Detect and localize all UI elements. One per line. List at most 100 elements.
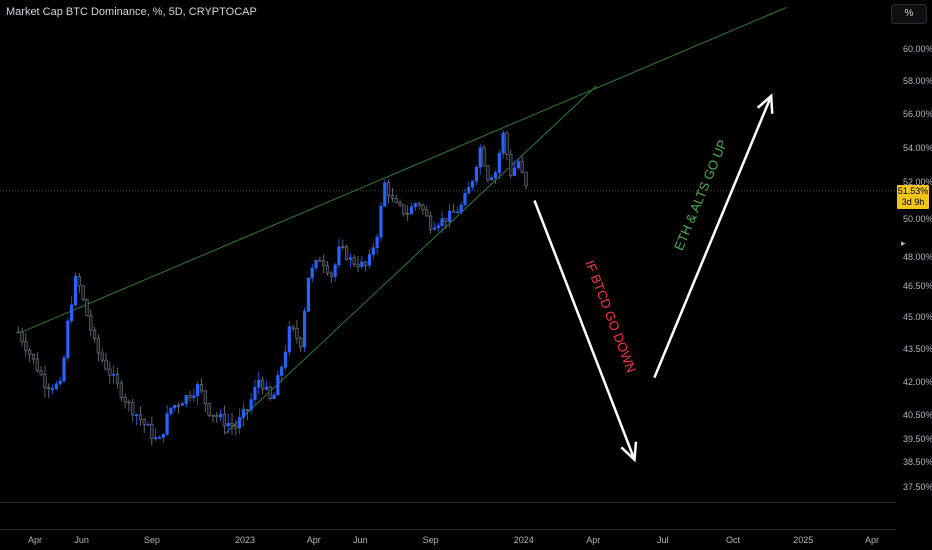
candle-body: [329, 272, 333, 277]
candle-body: [299, 337, 303, 348]
candle-body: [154, 437, 158, 439]
candle-body: [375, 236, 379, 249]
candle-body: [406, 213, 410, 215]
x-tick-label: Jun: [353, 535, 368, 545]
annotation-btcd-down: IF BTCD GO DOWN: [582, 258, 639, 375]
candle-body: [409, 206, 414, 215]
candle-body: [165, 413, 169, 435]
candle-body: [119, 382, 123, 398]
x-tick-label: 2025: [793, 535, 813, 545]
scroll-marker-icon: ▸: [901, 238, 906, 248]
candle-body: [96, 338, 100, 354]
last-price-tag: 51.53% 3d 9h: [897, 185, 929, 209]
candle-body: [199, 384, 204, 392]
candle-body: [428, 215, 433, 230]
candle-body: [100, 352, 104, 361]
candle-body: [333, 264, 337, 277]
candle-body: [467, 186, 471, 194]
candle-body: [440, 218, 444, 226]
candle-body: [413, 203, 417, 208]
candle-body: [134, 414, 139, 417]
candle-body: [104, 359, 108, 370]
y-tick-label: 60.00%: [903, 44, 932, 54]
candle-body: [123, 397, 127, 403]
candle-body: [444, 218, 448, 222]
candle-body: [161, 434, 165, 438]
candle-body: [455, 211, 459, 214]
candle-body: [352, 257, 356, 265]
y-tick-label: 56.00%: [903, 109, 932, 119]
candle-body: [474, 166, 479, 182]
down-arrow-shaft: [533, 200, 636, 461]
candle-body: [35, 358, 39, 372]
candle-body: [421, 204, 425, 211]
candle-body: [264, 386, 268, 390]
candle-body: [176, 404, 181, 407]
y-tick-label: 52.00%: [903, 177, 932, 187]
candle-body: [276, 375, 280, 396]
candle-body: [131, 402, 135, 416]
candle-body: [180, 403, 184, 406]
candle-body: [341, 246, 345, 248]
candle-body: [314, 260, 318, 269]
candle-body: [16, 331, 20, 334]
candle-body: [371, 247, 375, 255]
candle-body: [432, 227, 437, 230]
candle-body: [108, 368, 112, 376]
candle-body: [383, 182, 387, 207]
candle-body: [486, 165, 490, 181]
x-tick-label: Apr: [586, 535, 600, 545]
candle-body: [260, 379, 265, 390]
candle-body: [291, 326, 295, 329]
candle-body: [112, 373, 116, 376]
trendline-upper: [21, 6, 787, 333]
candle-body: [505, 132, 509, 155]
candle-body: [184, 395, 188, 404]
candle-body: [325, 265, 330, 274]
percent-scale-button[interactable]: %: [891, 4, 927, 24]
candle-body: [39, 370, 43, 376]
y-tick-label: 37.50%: [903, 482, 932, 492]
candle-body: [470, 180, 475, 188]
candle-body: [302, 311, 307, 348]
candle-body: [62, 357, 66, 382]
candle-body: [272, 394, 276, 400]
candle-body: [230, 422, 234, 426]
candle-body: [157, 437, 162, 439]
down-arrow-head: [620, 441, 638, 463]
candle-body: [448, 210, 452, 222]
candle-body: [451, 210, 456, 213]
candle-body: [356, 263, 360, 267]
chart-title: Market Cap BTC Dominance, %, 5D, CRYPTOC…: [6, 6, 257, 18]
candle-body: [287, 326, 291, 353]
candle-body: [54, 383, 58, 389]
candle-body: [192, 395, 196, 399]
x-tick-label: Jul: [657, 535, 669, 545]
candle-body: [77, 276, 81, 287]
candle-body: [493, 172, 498, 178]
candle-body: [215, 415, 219, 418]
up-arrow-head: [756, 93, 774, 114]
x-tick-label: Jun: [74, 535, 89, 545]
candle-body: [398, 202, 402, 206]
candle-body: [211, 414, 215, 417]
x-tick-label: 2024: [514, 535, 534, 545]
x-tick-label: Sep: [144, 535, 160, 545]
candle-body: [367, 254, 372, 266]
last-price-value: 51.53%: [897, 186, 929, 196]
candle-body: [20, 331, 24, 343]
candle-body: [516, 161, 521, 169]
candle-body: [196, 384, 200, 396]
candle-body: [364, 261, 368, 266]
candle-body: [43, 374, 47, 388]
candle-body: [241, 409, 246, 418]
candle-body: [92, 329, 97, 339]
candle-body: [24, 341, 28, 352]
candle-body: [169, 407, 173, 414]
candle-body: [524, 171, 528, 187]
candle-body: [463, 193, 467, 206]
candle-body: [85, 299, 89, 316]
candle-body: [203, 390, 207, 404]
candle-body: [58, 380, 62, 385]
